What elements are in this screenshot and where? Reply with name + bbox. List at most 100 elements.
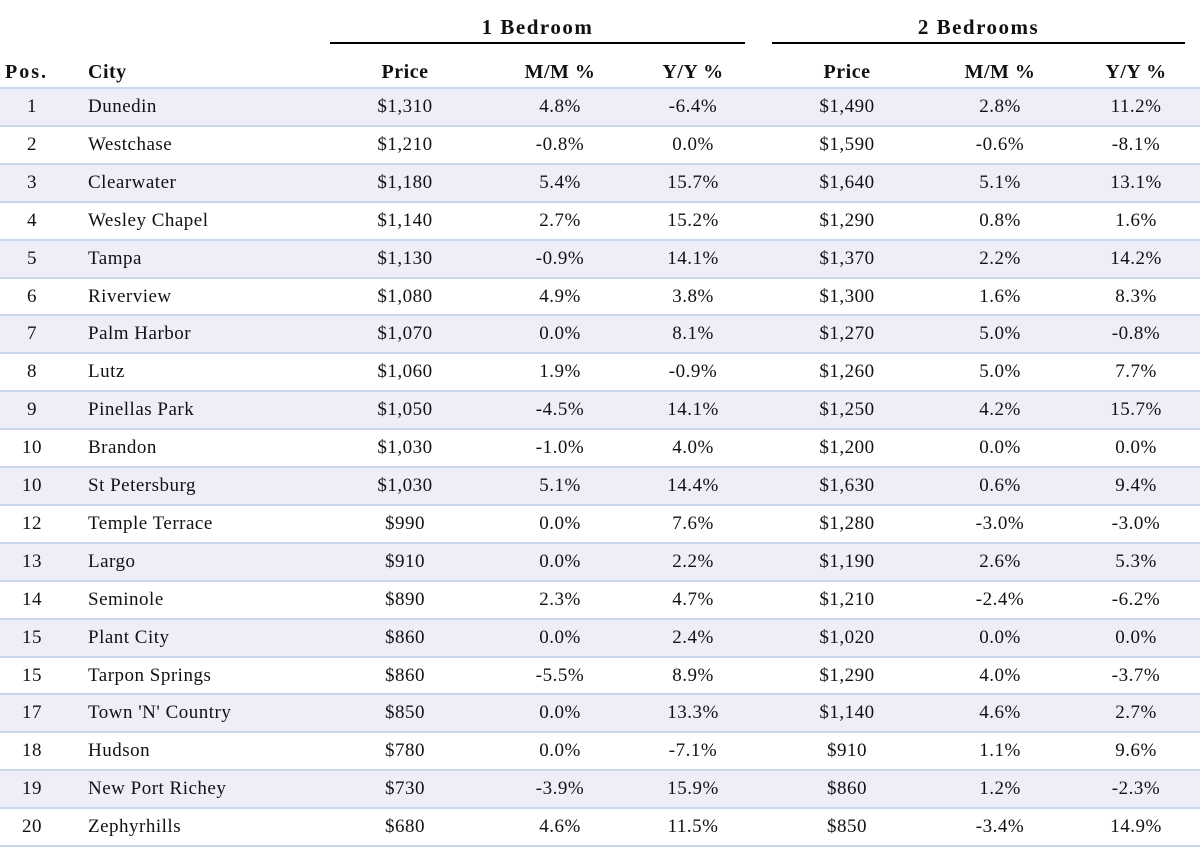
- cell-value: 1.2%: [979, 778, 1021, 800]
- cell-value: $1,370: [819, 247, 875, 269]
- cell-value: $910: [385, 550, 425, 572]
- cell-value: 4.9%: [539, 285, 581, 307]
- cell-value: -1.0%: [535, 437, 585, 459]
- cell-value: 0.6%: [979, 475, 1021, 496]
- row-border: [0, 693, 1200, 696]
- cell-value: $1,290: [819, 664, 875, 686]
- cell-value: 0.0%: [979, 626, 1021, 648]
- cell-value: $1,290: [819, 209, 875, 231]
- cell-value: 2.4%: [672, 626, 714, 648]
- cell-value: 4.8%: [539, 96, 581, 117]
- cell-value: $1,140: [377, 209, 433, 231]
- cell-value: -2.3%: [1111, 778, 1161, 800]
- cell-value: 7.6%: [672, 512, 714, 534]
- cell-value: $1,210: [377, 133, 433, 155]
- cell-value: $1,630: [819, 475, 875, 496]
- row-background: [0, 315, 1200, 354]
- row-background: [0, 467, 1200, 505]
- row-background: [0, 239, 1200, 278]
- row-border: [0, 769, 1200, 772]
- cell-value: $990: [385, 512, 425, 534]
- cell-value: $890: [385, 588, 425, 610]
- cell-value: $680: [385, 816, 425, 838]
- row-border: [0, 87, 1200, 89]
- cell-value: 5.4%: [539, 171, 581, 193]
- group-underline: [330, 42, 745, 44]
- cell-value: 0.0%: [979, 437, 1021, 459]
- group-underline: [772, 42, 1185, 44]
- cell-value: $910: [827, 740, 867, 762]
- column-header: Y/Y %: [662, 61, 724, 83]
- cell-value: $850: [827, 816, 867, 838]
- cell-value: 15.7%: [1110, 399, 1162, 421]
- cell-value: $1,210: [819, 588, 875, 610]
- row-border: [0, 124, 1200, 127]
- cell-value: 1.1%: [979, 740, 1021, 762]
- cell-value: $1,260: [819, 361, 875, 383]
- cell-value: -3.7%: [1111, 664, 1161, 686]
- cell-value: $1,080: [377, 285, 433, 307]
- city-name: Clearwater: [88, 171, 177, 193]
- row-border: [0, 200, 1200, 203]
- city-name: New Port Richey: [88, 778, 227, 800]
- cell-value: 13: [22, 550, 42, 572]
- cell-value: 14.1%: [667, 399, 719, 421]
- cell-value: 19: [22, 778, 42, 800]
- column-header: Pos.: [5, 61, 48, 83]
- row-border: [0, 162, 1200, 165]
- city-name: Temple Terrace: [88, 512, 213, 534]
- row-background: [0, 429, 1200, 467]
- cell-value: $860: [385, 664, 425, 686]
- cell-value: 15: [22, 664, 42, 686]
- column-header: Price: [823, 61, 871, 83]
- row-background: [0, 656, 1200, 695]
- cell-value: $860: [827, 778, 867, 800]
- cell-value: 8: [27, 361, 37, 383]
- city-name: Dunedin: [88, 96, 157, 117]
- cell-value: 5.3%: [1115, 550, 1157, 572]
- cell-value: -0.8%: [535, 133, 585, 155]
- cell-value: 2.2%: [672, 550, 714, 572]
- city-name: Largo: [88, 550, 136, 572]
- cell-value: $1,280: [819, 512, 875, 534]
- city-name: Pinellas Park: [88, 399, 195, 421]
- cell-value: $1,490: [819, 96, 875, 117]
- cell-value: 14.9%: [1110, 816, 1162, 838]
- cell-value: 11.2%: [1110, 96, 1162, 117]
- cell-value: 5.0%: [979, 323, 1021, 345]
- cell-value: 11.5%: [667, 816, 719, 838]
- row-background: [0, 618, 1200, 657]
- cell-value: $1,130: [377, 247, 433, 269]
- row-border: [0, 655, 1200, 658]
- city-name: Tampa: [88, 247, 142, 269]
- cell-value: 12: [22, 512, 42, 534]
- cell-value: $860: [385, 626, 425, 648]
- cell-value: -8.1%: [1111, 133, 1161, 155]
- row-background: [0, 542, 1200, 581]
- cell-value: $1,060: [377, 361, 433, 383]
- cell-value: 14: [22, 588, 42, 610]
- cell-value: 8.9%: [672, 664, 714, 686]
- cell-value: 13.3%: [667, 702, 719, 724]
- city-name: Plant City: [88, 626, 170, 648]
- row-background: [0, 504, 1200, 543]
- cell-value: $1,310: [377, 96, 433, 117]
- cell-value: 2.7%: [539, 209, 581, 231]
- cell-value: 0.0%: [539, 740, 581, 762]
- cell-value: 9.6%: [1115, 740, 1157, 762]
- cell-value: 0.0%: [1115, 626, 1157, 648]
- cell-value: -6.2%: [1111, 588, 1161, 610]
- city-name: Palm Harbor: [88, 323, 192, 345]
- cell-value: 9: [27, 399, 37, 421]
- row-background: [0, 808, 1200, 846]
- row-background: [0, 580, 1200, 619]
- row-background: [0, 391, 1200, 430]
- cell-value: 14.1%: [667, 247, 719, 269]
- cell-value: 2.8%: [979, 96, 1021, 117]
- cell-value: $780: [385, 740, 425, 762]
- cell-value: 15: [22, 626, 42, 648]
- cell-value: 6: [27, 285, 37, 307]
- city-name: Riverview: [88, 285, 172, 307]
- cell-value: 8.3%: [1115, 285, 1157, 307]
